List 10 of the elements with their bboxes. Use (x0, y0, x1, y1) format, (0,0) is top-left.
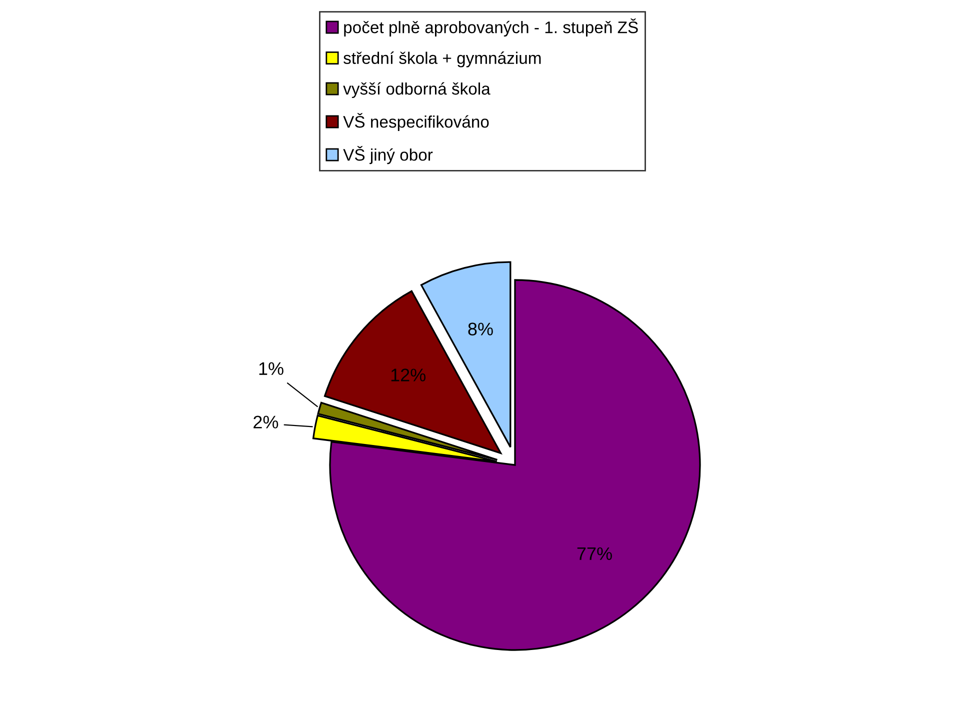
data-label: 8% (468, 322, 493, 336)
data-label: 1% (259, 362, 284, 375)
legend-label: VŠ jiný obor (343, 146, 433, 164)
legend-label: střední škola + gymnázium (344, 52, 541, 68)
legend-label: počet plně aprobovaných - 1. stupeň ZŠ (344, 18, 638, 37)
data-label: 77% (577, 547, 612, 560)
legend-label: VŠ nespecifikováno (343, 113, 489, 132)
data-label: 2% (254, 416, 278, 428)
legend-label: vyšší odborná škola (343, 82, 490, 98)
data-label: 12% (391, 368, 426, 382)
